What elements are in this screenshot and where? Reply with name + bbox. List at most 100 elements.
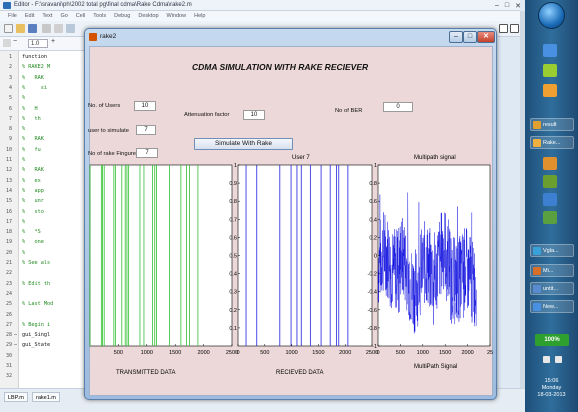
menu-go[interactable]: Go xyxy=(60,13,68,19)
minus-icon[interactable]: − xyxy=(13,38,18,45)
y-tick-label: 0.2 xyxy=(369,235,377,241)
menu-help[interactable]: Help xyxy=(194,13,206,19)
tab-rake1[interactable]: rake1.m xyxy=(32,392,60,402)
plot3-signal xyxy=(377,192,477,334)
y-tick-label: -0.2 xyxy=(368,272,377,278)
code-line: gui_Singl xyxy=(22,332,51,339)
code-line: % one xyxy=(22,239,44,246)
editor-menu-bar: File Edit Text Go Cell Tools Debug Deskt… xyxy=(0,11,525,21)
tab-lbp[interactable]: LBP.m xyxy=(4,392,28,402)
taskbar-item-rake[interactable]: Rake... xyxy=(530,136,574,149)
x-tick-label: 2000 xyxy=(197,350,209,356)
x-tick-label: 2500 xyxy=(226,350,238,356)
code-line: % H xyxy=(22,105,38,112)
battery-badge[interactable]: 100% xyxy=(535,334,569,346)
layout-icon[interactable] xyxy=(499,24,508,33)
code-line: % xyxy=(22,95,26,102)
line-number: 5 xyxy=(8,95,12,102)
rake-fingures-input[interactable]: 7 xyxy=(136,148,158,158)
code-line: % RAK xyxy=(22,167,44,174)
open-folder-icon[interactable] xyxy=(16,24,25,33)
taskbar-icon-5[interactable] xyxy=(543,175,557,188)
y-tick-label: 0.3 xyxy=(229,290,237,296)
user-to-simulate-input[interactable]: 7 xyxy=(136,125,156,135)
save-icon[interactable] xyxy=(28,24,37,33)
line-number: 7 xyxy=(8,115,12,122)
taskbar-icon-7[interactable] xyxy=(543,211,557,224)
y-tick-label: -1 xyxy=(372,344,377,350)
paste-icon[interactable] xyxy=(66,24,75,33)
menu-text[interactable]: Text xyxy=(42,13,53,19)
layout-icon-2[interactable] xyxy=(510,24,519,33)
line-number: 13 xyxy=(5,177,12,184)
line-number: 25 xyxy=(5,301,12,308)
folder-icon xyxy=(533,139,541,147)
line-number: 23 xyxy=(5,280,12,287)
network-icon[interactable] xyxy=(543,356,550,363)
x-tick-label: 0 xyxy=(236,350,239,356)
line-number: 27 xyxy=(5,321,12,328)
minimize-button[interactable]: – xyxy=(495,2,499,9)
editor-window-controls: – □ ✕ xyxy=(495,0,555,11)
menu-window[interactable]: Window xyxy=(166,13,187,19)
maximize-button[interactable]: □ xyxy=(504,2,510,9)
taskbar-icon-2[interactable] xyxy=(543,64,557,77)
attenuation-input[interactable]: 10 xyxy=(243,110,265,120)
menu-cell[interactable]: Cell xyxy=(75,13,86,19)
cell-icon[interactable] xyxy=(3,39,11,47)
menu-file[interactable]: File xyxy=(8,13,17,19)
figure-minimize-button[interactable]: – xyxy=(449,31,463,43)
close-button[interactable]: ✕ xyxy=(515,2,522,10)
y-tick-label: 0.6 xyxy=(229,235,237,241)
line-number: 8 xyxy=(8,126,12,133)
menu-tools[interactable]: Tools xyxy=(93,13,107,19)
taskbar-item-untitled[interactable]: untit... xyxy=(530,282,574,295)
taskbar-item-label: result xyxy=(543,122,557,128)
copy-icon[interactable] xyxy=(54,24,63,33)
taskbar-item-mi[interactable]: Mi... xyxy=(530,264,574,277)
cut-icon[interactable] xyxy=(42,24,51,33)
taskbar-icon-6[interactable] xyxy=(543,193,557,206)
menu-debug[interactable]: Debug xyxy=(114,13,131,19)
x-tick-label: 2500 xyxy=(366,350,378,356)
breakpoint-dash[interactable]: – xyxy=(14,332,18,339)
code-line: % Edit th xyxy=(22,280,51,287)
taskbar-item-vgla[interactable]: Vgla... xyxy=(530,244,574,257)
app-icon xyxy=(533,267,541,275)
start-button[interactable] xyxy=(538,2,565,29)
figure-maximize-button[interactable]: □ xyxy=(463,31,477,43)
taskbar-item-label: New... xyxy=(543,304,559,310)
simulate-with-rake-button[interactable]: Simulate With Rake xyxy=(194,138,293,150)
zoom-input[interactable]: 1.0 xyxy=(28,39,48,48)
line-number: 30 xyxy=(5,352,12,359)
code-line: function xyxy=(22,54,47,60)
code-line: % RAK xyxy=(22,74,44,81)
code-line: gui_State xyxy=(22,342,51,349)
menu-edit[interactable]: Edit xyxy=(24,13,35,19)
app-icon xyxy=(533,247,541,255)
menu-desktop[interactable]: Desktop xyxy=(138,13,159,19)
editor-title-bar: Editor - F:\sravani\ph\2002 total pg\fin… xyxy=(0,0,520,11)
breakpoint-dash[interactable]: – xyxy=(14,342,18,349)
num-ber-input[interactable]: 0 xyxy=(383,102,413,112)
taskbar-item-new[interactable]: New... xyxy=(530,300,574,313)
x-tick-label: 0 xyxy=(376,350,379,356)
num-users-input[interactable]: 10 xyxy=(134,101,156,111)
figure-close-button[interactable]: ✕ xyxy=(477,31,495,43)
x-tick-label: 25 xyxy=(487,350,493,356)
taskbar-item-result[interactable]: result xyxy=(530,118,574,131)
y-tick-label: 0.4 xyxy=(229,272,237,278)
editor-right-panel xyxy=(520,11,525,388)
taskbar-icon-1[interactable] xyxy=(543,44,557,57)
line-number: 1 xyxy=(8,54,12,60)
line-number-gutter: 1 2 3 4 5 6 7 8 9 10 11 12 13 14 15 16 17 18 19 20 21 22 23 24 2… xyxy=(0,51,19,388)
y-tick-label: 0.1 xyxy=(229,326,237,332)
taskbar-icon-4[interactable] xyxy=(543,157,557,170)
volume-icon[interactable] xyxy=(555,356,562,363)
taskbar-icon-3[interactable] xyxy=(543,84,557,97)
code-area[interactable]: function % RAKE2 M % RAK % si% % H % th% % RAK… xyxy=(19,51,89,388)
taskbar-clock[interactable]: 15:06 Monday 18-03-2013 xyxy=(525,378,578,399)
y-tick-label: 0.6 xyxy=(369,199,377,205)
new-file-icon[interactable] xyxy=(4,24,13,33)
plus-icon[interactable]: + xyxy=(51,38,56,45)
